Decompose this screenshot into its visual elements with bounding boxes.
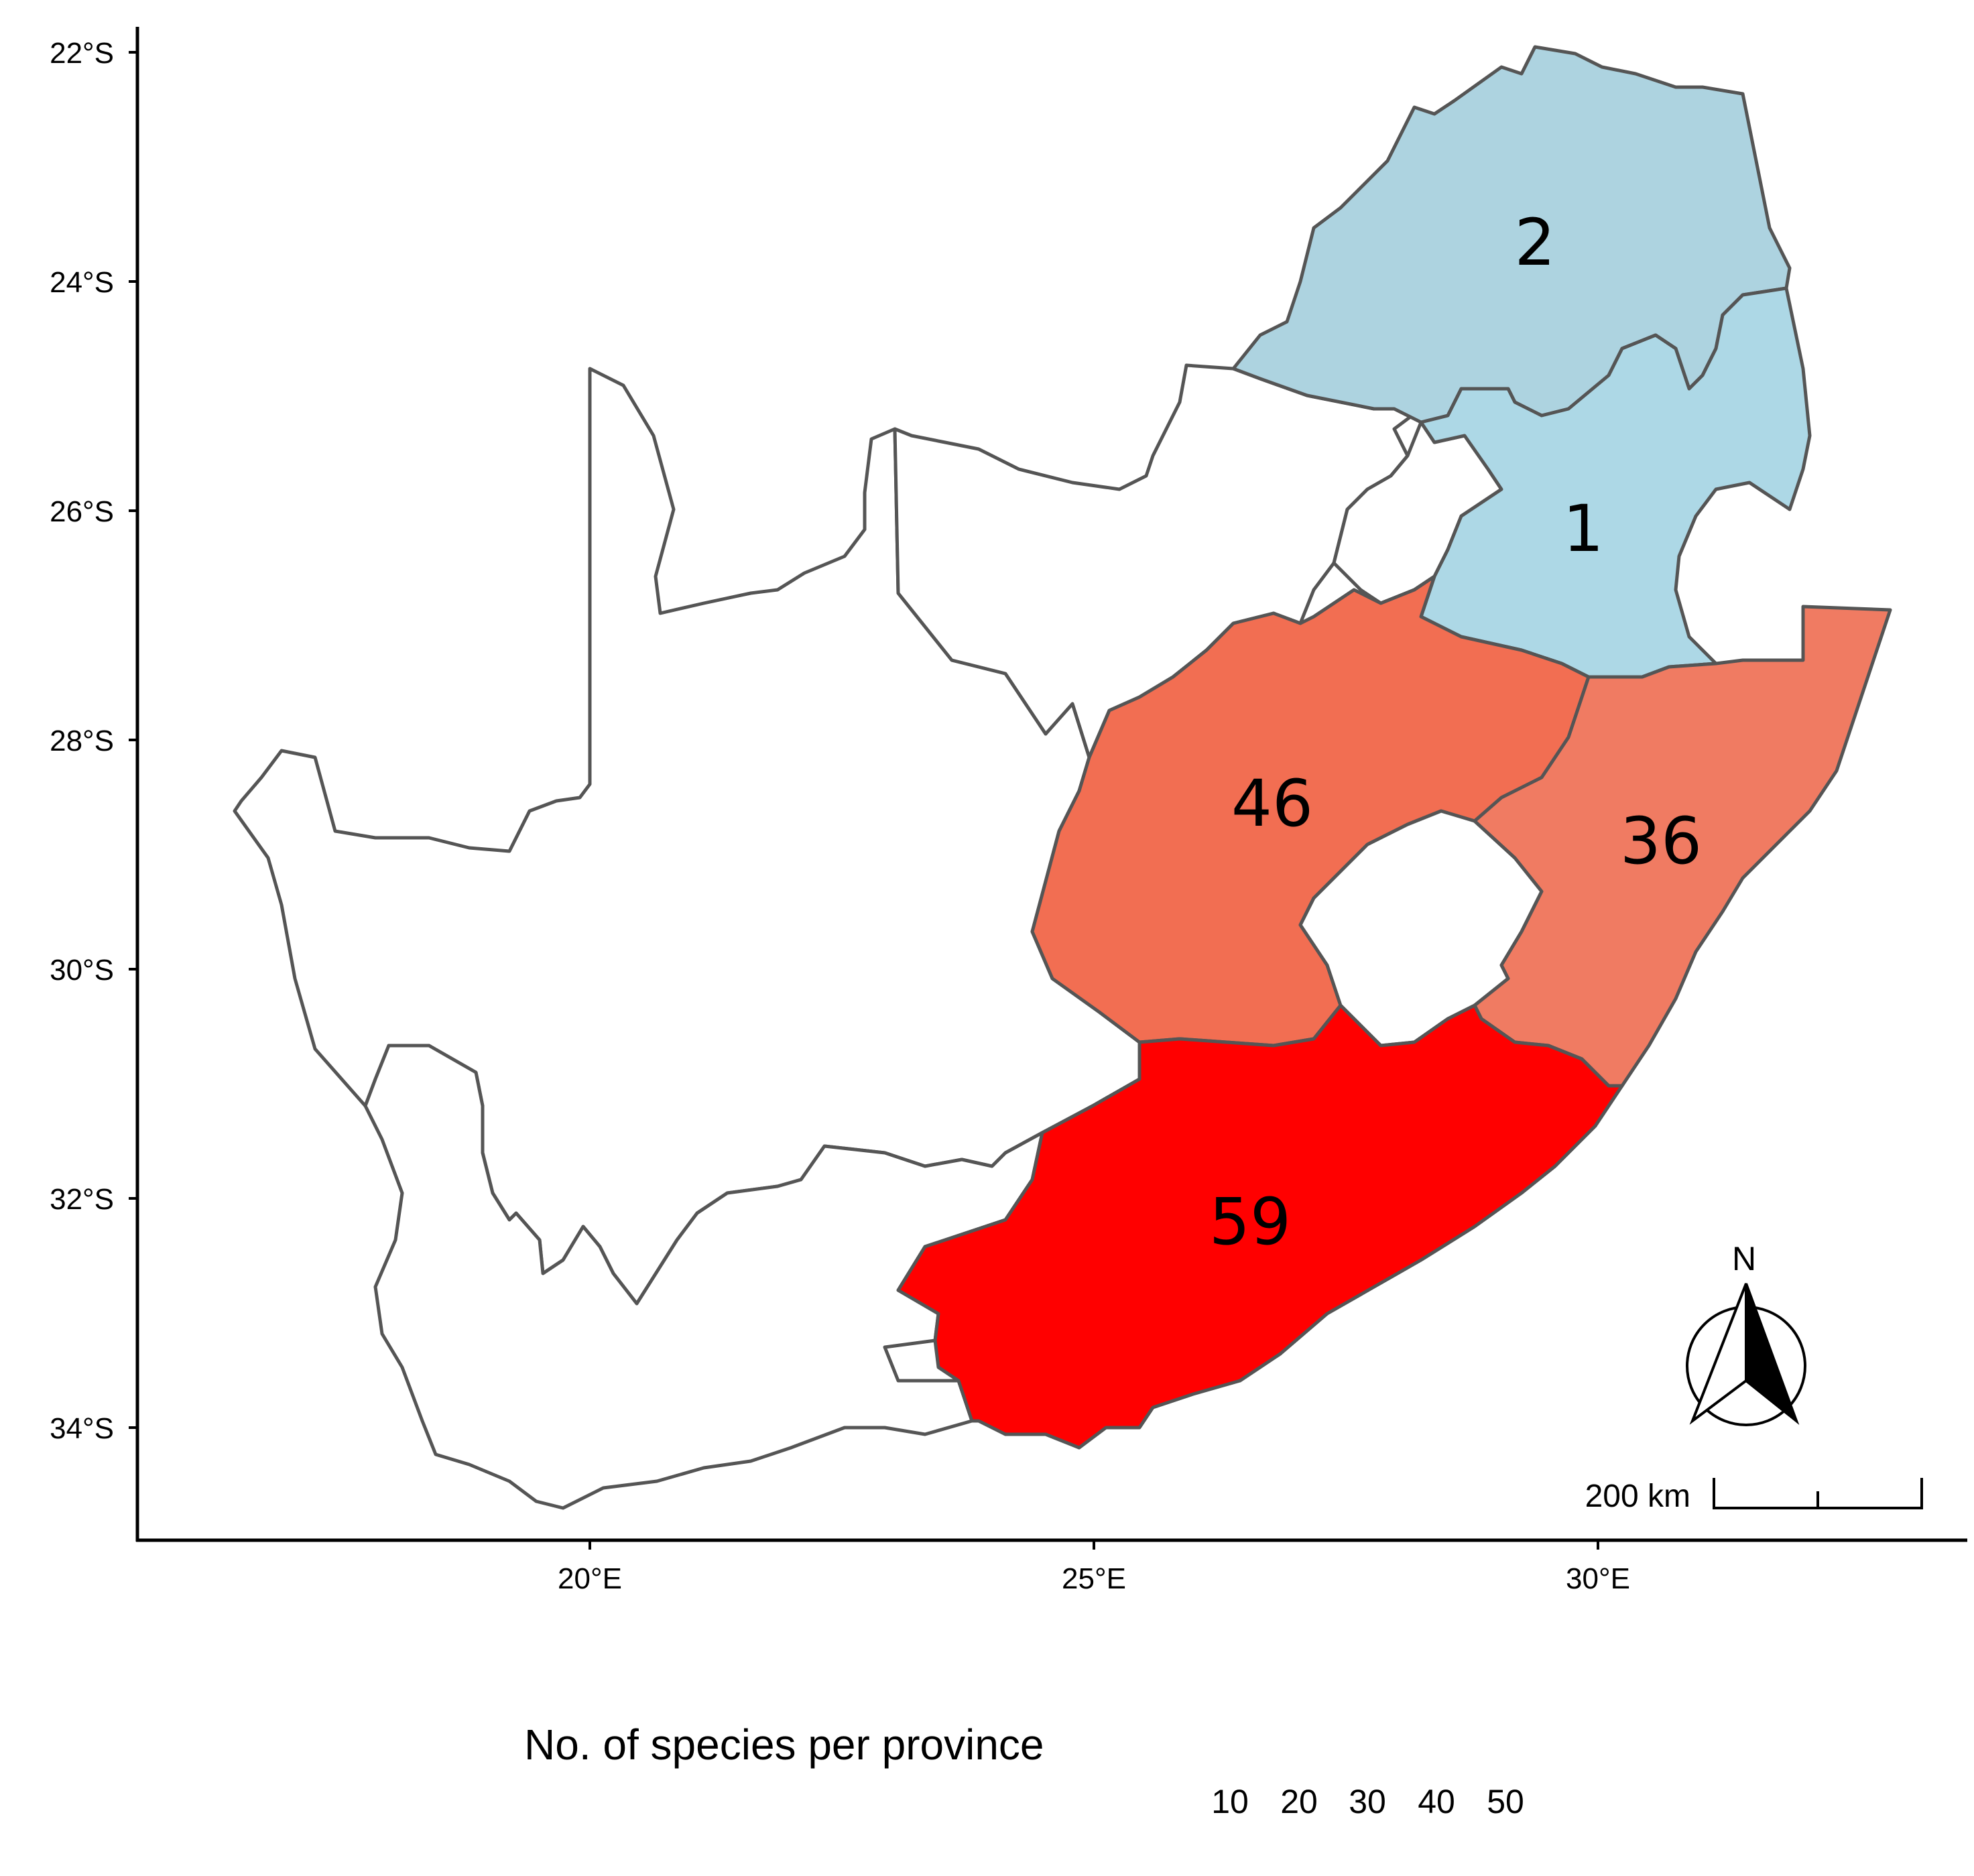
provinces bbox=[233, 45, 1892, 1510]
province-kwazulu-natal bbox=[1473, 605, 1892, 1088]
y-tick-label: 24°S bbox=[50, 266, 114, 299]
legend-tick: 40 bbox=[1418, 1783, 1455, 1820]
y-tick-label: 22°S bbox=[50, 37, 114, 70]
north-label: N bbox=[1732, 1240, 1756, 1277]
y-tick-label: 26°S bbox=[50, 495, 114, 528]
north-arrow: N bbox=[1686, 1240, 1806, 1426]
province-eastern-cape bbox=[896, 1003, 1624, 1450]
legend: No. of species per province 10 20 30 40 … bbox=[524, 1721, 1524, 1820]
y-axis: 22°S 24°S 26°S 28°S 30°S 32°S 34°S bbox=[50, 37, 137, 1445]
count-label-free-state: 46 bbox=[1231, 766, 1313, 841]
x-tick-label: 25°E bbox=[1062, 1562, 1126, 1595]
y-tick-label: 30°S bbox=[50, 954, 114, 987]
count-label-eastern-cape: 59 bbox=[1209, 1184, 1291, 1259]
count-label-limpopo: 2 bbox=[1514, 205, 1555, 280]
count-labels: 2 1 46 36 59 bbox=[1209, 205, 1702, 1259]
x-tick-label: 30°E bbox=[1566, 1562, 1630, 1595]
x-axis: 20°E 25°E 30°E bbox=[558, 1540, 1630, 1595]
legend-tick: 30 bbox=[1349, 1783, 1386, 1820]
count-label-mpumalanga: 1 bbox=[1562, 491, 1603, 566]
scale-bar: 200 km bbox=[1585, 1478, 1923, 1514]
legend-tick: 20 bbox=[1280, 1783, 1318, 1820]
legend-title: No. of species per province bbox=[524, 1721, 1044, 1769]
legend-tick: 10 bbox=[1211, 1783, 1249, 1820]
legend-tick: 50 bbox=[1487, 1783, 1524, 1820]
x-tick-label: 20°E bbox=[558, 1562, 622, 1595]
count-label-kwazulu-natal: 36 bbox=[1620, 804, 1702, 879]
y-tick-label: 34°S bbox=[50, 1412, 114, 1445]
scale-bar-label: 200 km bbox=[1585, 1479, 1690, 1514]
y-tick-label: 32°S bbox=[50, 1183, 114, 1216]
north-arrow-right-half bbox=[1745, 1283, 1800, 1426]
y-tick-label: 28°S bbox=[50, 725, 114, 757]
